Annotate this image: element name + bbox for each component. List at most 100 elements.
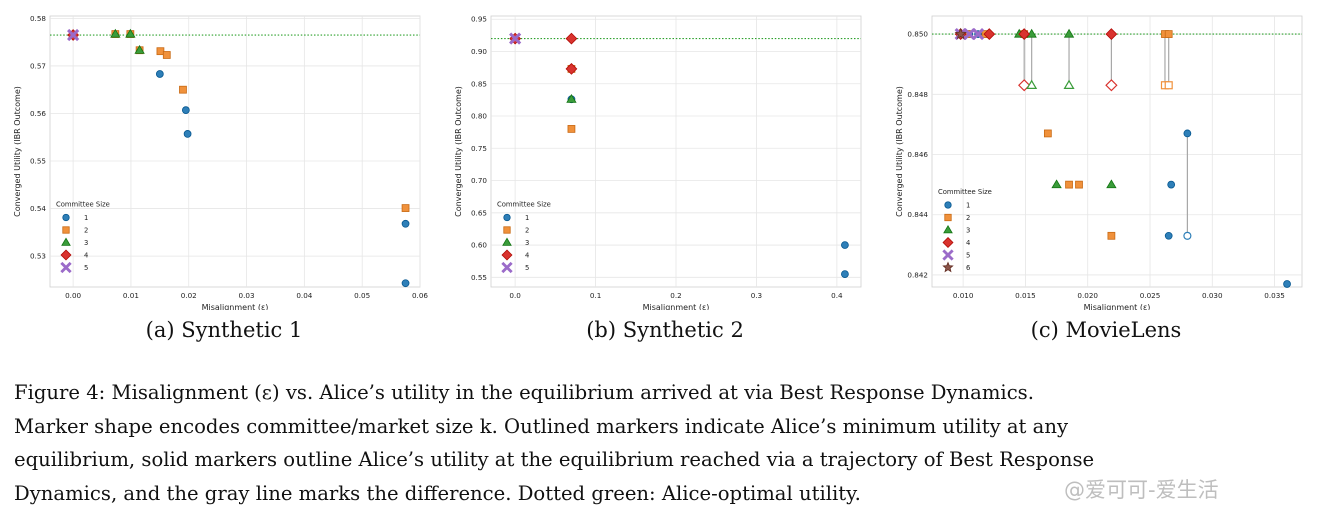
legend-label: 4 bbox=[525, 251, 529, 259]
x-stroke bbox=[971, 27, 985, 41]
y-tick-label: 0.844 bbox=[907, 210, 928, 219]
y-tick-label: 0.70 bbox=[471, 176, 487, 185]
grid bbox=[50, 16, 421, 287]
legend-marker-5 bbox=[942, 249, 954, 261]
legend-label: 3 bbox=[525, 239, 529, 247]
outlined-point-series-3 bbox=[1063, 79, 1075, 89]
x-tick-label: 0.015 bbox=[1015, 291, 1036, 300]
legend-label: 4 bbox=[84, 251, 88, 259]
legend: Committee Size 1 2 3 4 5 bbox=[497, 201, 551, 274]
data-point-series-2 bbox=[1043, 129, 1052, 138]
figure-caption: Figure 4: Misalignment (ε) vs. Alice’s u… bbox=[14, 376, 1316, 510]
legend-label: 4 bbox=[966, 239, 970, 247]
data-point-series-3 bbox=[125, 28, 136, 38]
data-point-series-2 bbox=[1075, 180, 1083, 189]
data-point-series-1 bbox=[841, 241, 849, 249]
subcaption-c: (c) MovieLens bbox=[1030, 318, 1182, 342]
data-point-series-3 bbox=[1026, 28, 1037, 38]
grid bbox=[491, 16, 861, 287]
y-tick-label: 0.55 bbox=[471, 273, 487, 282]
x-tick-label: 0.3 bbox=[751, 291, 762, 300]
outlined-point-series-1 bbox=[1183, 231, 1192, 240]
x-tick-label: 0.0 bbox=[509, 291, 521, 300]
data-point-series-2 bbox=[162, 51, 171, 59]
legend-marker-1 bbox=[62, 213, 70, 222]
data-point-series-1 bbox=[183, 130, 192, 138]
data-point-series-1 bbox=[1164, 231, 1173, 240]
data-point-series-2 bbox=[1065, 180, 1073, 189]
legend-label: 5 bbox=[966, 251, 970, 259]
legend-title: Committee Size bbox=[56, 201, 110, 209]
y-axis-label: Converged Utility (IBR Outcome) bbox=[455, 86, 463, 217]
data-point-series-1 bbox=[1283, 280, 1291, 288]
caption-line-3: equilibrium, solid markers outline Alice… bbox=[14, 448, 1095, 471]
y-tick-label: 0.65 bbox=[471, 208, 487, 217]
legend-marker-3 bbox=[61, 237, 71, 246]
data-point-series-4 bbox=[1105, 28, 1118, 40]
x-tick-label: 0.020 bbox=[1077, 291, 1098, 300]
data-point-series-2 bbox=[1164, 30, 1173, 38]
y-tick-label: 0.58 bbox=[30, 14, 46, 23]
x-tick-label: 0.030 bbox=[1202, 291, 1223, 300]
y-tick-label: 0.850 bbox=[907, 30, 928, 39]
subcaption-a: (a) Synthetic 1 bbox=[145, 318, 303, 342]
y-tick-label: 0.80 bbox=[471, 112, 487, 121]
y-tick-label: 0.90 bbox=[471, 47, 487, 56]
y-tick-label: 0.848 bbox=[907, 90, 928, 99]
x-axis-label: Misalignment (ε) bbox=[643, 303, 710, 310]
x-tick-label: 0.035 bbox=[1264, 291, 1285, 300]
legend-marker-3 bbox=[502, 237, 512, 246]
plot-area bbox=[931, 15, 1303, 288]
data-point-series-3 bbox=[110, 28, 121, 38]
legend-label: 3 bbox=[966, 226, 970, 234]
data-point-series-1 bbox=[401, 279, 410, 288]
data-point-series-2 bbox=[567, 125, 576, 133]
legend-title: Committee Size bbox=[497, 201, 551, 209]
data-point-series-2 bbox=[1107, 231, 1116, 240]
data-point-series-4 bbox=[565, 32, 578, 45]
outlined-point-series-4 bbox=[1105, 79, 1118, 92]
subcaption-b: (b) Synthetic 2 bbox=[586, 318, 744, 342]
watermark: @爱可可-爱生活 bbox=[1064, 478, 1219, 502]
chart-synthetic-2: 0.0 0.1 0.2 0.3 0.4 0.55 0.60 0.65 0.70 0.75 0.80 0… bbox=[455, 15, 862, 310]
data-point-series-6 bbox=[954, 27, 967, 40]
legend-marker-2 bbox=[503, 226, 511, 234]
legend-marker-2 bbox=[62, 226, 70, 234]
data-point-series-1 bbox=[1167, 180, 1176, 189]
legend-marker-5 bbox=[501, 261, 513, 274]
data-point-series-1 bbox=[1183, 129, 1192, 138]
x-tick-label: 0.4 bbox=[831, 291, 843, 300]
data-point-series-1 bbox=[155, 70, 164, 78]
data-point-series-3 bbox=[1106, 179, 1117, 189]
data-point-series-1 bbox=[841, 270, 849, 278]
legend-label: 3 bbox=[84, 239, 88, 247]
chart-synthetic-1: 0.00 0.01 0.02 0.03 0.04 0.05 0.06 0.53 0.54 0.55… bbox=[14, 14, 428, 310]
x-tick-label: 0.01 bbox=[123, 291, 139, 300]
y-tick-label: 0.53 bbox=[30, 252, 46, 261]
chart-panel-b: 0.0 0.1 0.2 0.3 0.4 0.55 0.60 0.65 0.70 0.75 0.80 0… bbox=[455, 0, 875, 310]
x-stroke bbox=[963, 27, 976, 41]
y-axis-label: Converged Utility (IBR Outcome) bbox=[896, 86, 904, 217]
caption-line-4: Dynamics, and the gray line marks the di… bbox=[14, 481, 861, 505]
data-point-series-1 bbox=[401, 219, 410, 228]
legend-label: 6 bbox=[966, 264, 970, 272]
legend: Committee Size 1 2 3 4 5 6 bbox=[938, 188, 992, 273]
y-tick-label: 0.56 bbox=[30, 109, 46, 118]
x-axis-label: Misalignment (ε) bbox=[1084, 303, 1151, 310]
data-point-series-3 bbox=[1063, 28, 1075, 38]
x-tick-label: 0.2 bbox=[670, 291, 681, 300]
data-point-series-4 bbox=[565, 63, 578, 75]
y-tick-label: 0.55 bbox=[30, 157, 46, 166]
data-point-series-5 bbox=[971, 27, 985, 41]
x-tick-label: 0.025 bbox=[1140, 291, 1161, 300]
legend-marker-6 bbox=[942, 261, 954, 273]
legend-label: 1 bbox=[84, 214, 88, 222]
data-point-series-5 bbox=[67, 28, 80, 42]
caption-line-1: Figure 4: Misalignment (ε) vs. Alice’s u… bbox=[14, 381, 1034, 404]
legend-label: 1 bbox=[966, 201, 970, 209]
data-point-series-4 bbox=[1018, 28, 1031, 40]
x-stroke bbox=[942, 249, 954, 261]
x-tick-label: 0.02 bbox=[181, 291, 197, 300]
y-tick-label: 0.95 bbox=[471, 15, 487, 24]
caption-line-2: Marker shape encodes committee/market si… bbox=[14, 414, 1069, 438]
